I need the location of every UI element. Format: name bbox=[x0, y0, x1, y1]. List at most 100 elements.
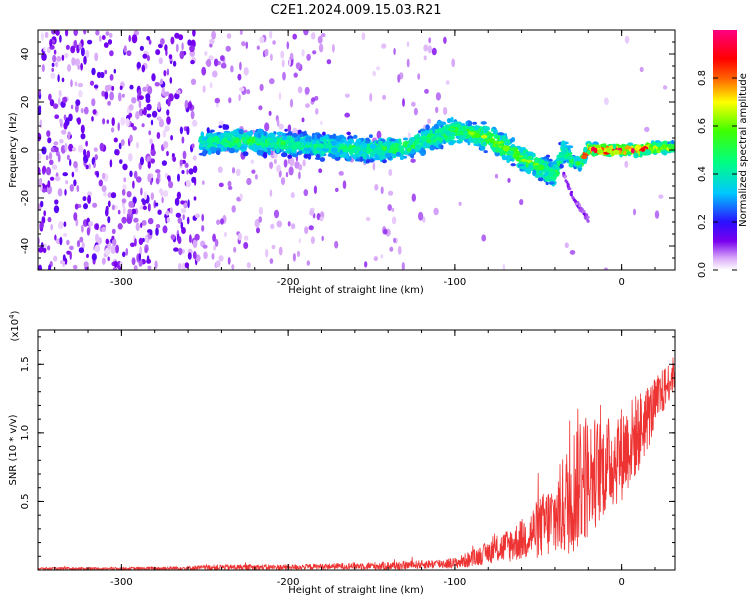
spectrogram-cell bbox=[355, 138, 361, 144]
spectrogram-cell bbox=[254, 137, 261, 143]
spectrogram-cell bbox=[259, 36, 265, 44]
spectrogram-cell bbox=[213, 245, 217, 251]
spectrogram-cell bbox=[254, 218, 260, 228]
spectrogram-cell bbox=[62, 96, 68, 104]
spectrogram-cell bbox=[442, 107, 448, 115]
spectrogram-cell bbox=[217, 166, 223, 173]
spectrogram-cell bbox=[91, 157, 95, 165]
spectrogram-cell bbox=[264, 48, 269, 57]
spectrogram-cell bbox=[158, 119, 165, 128]
spectrogram-cell bbox=[154, 82, 160, 87]
spectrogram-cell bbox=[239, 61, 242, 71]
spectrogram-cell bbox=[312, 50, 317, 55]
spectrogram-cell bbox=[209, 82, 213, 89]
spectrogram-cell bbox=[49, 99, 55, 107]
spectrogram-cell bbox=[397, 74, 401, 83]
spectrogram-cell bbox=[43, 46, 46, 52]
spectrogram-cell bbox=[327, 142, 333, 149]
spectrogram-cell bbox=[38, 247, 44, 253]
spectrogram-cell bbox=[133, 30, 140, 36]
spectrogram-cell bbox=[39, 119, 43, 129]
spectrogram-cell bbox=[64, 189, 67, 196]
spectrogram-cell bbox=[126, 50, 132, 57]
spectrogram-cell bbox=[243, 67, 249, 76]
spectrogram-cell bbox=[335, 187, 339, 192]
spectrogram-cell bbox=[114, 149, 118, 156]
snr-y-tick-label: 1.0 bbox=[20, 425, 31, 441]
spectrogram-cell bbox=[562, 148, 568, 153]
spectrogram-cell bbox=[50, 72, 56, 79]
spectrogram-cell bbox=[143, 191, 147, 201]
spectrogram-cell bbox=[280, 177, 286, 186]
spectrogram-cell bbox=[206, 137, 213, 144]
spectrogram-cell bbox=[194, 233, 200, 241]
spectrogram-cell bbox=[101, 35, 106, 40]
spectrogram-cell bbox=[181, 170, 185, 174]
spectrogram-cell bbox=[557, 154, 565, 159]
spectrogram-cell bbox=[378, 140, 383, 144]
spectrogram-cell bbox=[112, 238, 117, 246]
spectrogram-cell bbox=[566, 145, 574, 149]
spectrogram-cell bbox=[195, 213, 200, 219]
spectrogram-cell bbox=[202, 149, 206, 156]
figure-title: C2E1.2024.009.15.03.R21 bbox=[270, 3, 441, 18]
spectrogram-cell bbox=[485, 139, 490, 144]
spectrogram-cell bbox=[105, 31, 110, 36]
spectrogram-cell bbox=[165, 91, 170, 97]
spectrogram-cell bbox=[174, 197, 180, 206]
spectrogram-cell bbox=[118, 142, 122, 150]
snr-x-tick-label: 0 bbox=[618, 577, 624, 588]
spectrogram-cell bbox=[251, 137, 256, 144]
spectrogram-cell bbox=[391, 207, 395, 212]
spectrogram-cell bbox=[96, 223, 99, 231]
spectrogram-cell bbox=[246, 131, 254, 136]
spectrogram-cell bbox=[187, 252, 192, 260]
spectrogram-cell bbox=[169, 207, 173, 215]
spectrogram-cell bbox=[411, 101, 416, 107]
spectrogram-cell bbox=[128, 104, 134, 111]
spectrogram-cell bbox=[538, 164, 545, 171]
spectrogram-cell bbox=[566, 184, 570, 188]
spectrogram-cell bbox=[102, 172, 106, 180]
spectrogram-cell bbox=[239, 145, 246, 150]
spectrogram-cell bbox=[130, 123, 134, 128]
spectrogram-cell bbox=[204, 51, 208, 56]
spectrogram-cell bbox=[64, 142, 68, 152]
spectrogram-cell bbox=[182, 150, 187, 160]
spectrogram-cell bbox=[423, 55, 427, 61]
spectrogram-cell bbox=[269, 161, 274, 169]
spectrogram-cell bbox=[526, 167, 532, 175]
spectrogram-cell bbox=[289, 157, 295, 167]
spectrogram-cell bbox=[228, 147, 236, 154]
spectrogram-cell bbox=[514, 150, 520, 154]
spectrogram-cell bbox=[51, 164, 58, 170]
spectrogram-cell bbox=[468, 136, 476, 143]
spectrogram-cell bbox=[162, 225, 168, 234]
spectrogram-cell bbox=[402, 155, 407, 159]
spectrogram-cell bbox=[122, 163, 128, 171]
spectrogram-cell bbox=[69, 158, 72, 167]
spectrogram-cell bbox=[261, 142, 265, 148]
spectrogram-cell bbox=[567, 187, 571, 191]
spectrogram-cell bbox=[409, 139, 414, 146]
spectrogram-cell bbox=[493, 134, 499, 139]
spectrogram-cell bbox=[170, 234, 176, 241]
spectrogram-cell bbox=[222, 147, 227, 152]
spectrogram-cell bbox=[433, 207, 439, 216]
spectrogram-cell bbox=[307, 153, 312, 160]
spectrogram-cell bbox=[280, 152, 288, 158]
spectrogram-cell bbox=[187, 39, 192, 46]
spectrogram-cell bbox=[479, 145, 486, 151]
spectrogram-cell bbox=[624, 160, 629, 168]
spectrogram-cell bbox=[121, 198, 127, 204]
spectrogram-cell bbox=[461, 134, 468, 138]
spectrogram-cell bbox=[287, 154, 293, 159]
spectrogram-cell bbox=[125, 118, 130, 127]
spectrogram-cell bbox=[43, 243, 47, 249]
spectrogram-cell bbox=[107, 200, 111, 208]
spectrogram-cell bbox=[265, 248, 269, 258]
spectrogram-cell bbox=[577, 167, 582, 172]
spectrogram-cell bbox=[117, 209, 121, 215]
spectrogram-cell bbox=[480, 121, 487, 125]
spectrogram-cell bbox=[581, 154, 588, 160]
